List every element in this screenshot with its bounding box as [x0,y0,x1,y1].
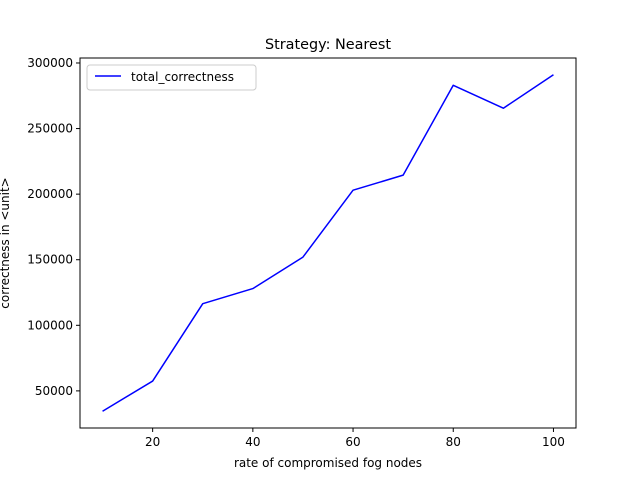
legend-label: total_correctness [131,70,234,84]
y-tick-label: 300000 [27,56,73,70]
plot-area: 20 40 60 80 100 50000 100000 150000 200000 250000… [27,56,565,449]
x-tick-label: 80 [446,435,461,449]
x-axis-label: rate of compromised fog nodes [234,456,422,470]
x-tick-label: 40 [245,435,260,449]
y-tick-label: 100000 [27,318,73,332]
y-tick-label: 50000 [35,384,73,398]
axes-frame [79,57,577,429]
y-tick-label: 250000 [27,122,73,136]
series-line-total_correctness [102,74,554,412]
legend: total_correctness [86,64,257,91]
y-axis-label: correctness in <unit> [0,177,12,308]
x-tick-label: 20 [145,435,160,449]
x-tick-label: 100 [542,435,565,449]
legend-box [86,64,257,91]
y-tick-label: 150000 [27,253,73,267]
y-tick-label: 200000 [27,187,73,201]
chart-title: Strategy: Nearest [265,37,391,53]
x-tick-label: 60 [345,435,360,449]
